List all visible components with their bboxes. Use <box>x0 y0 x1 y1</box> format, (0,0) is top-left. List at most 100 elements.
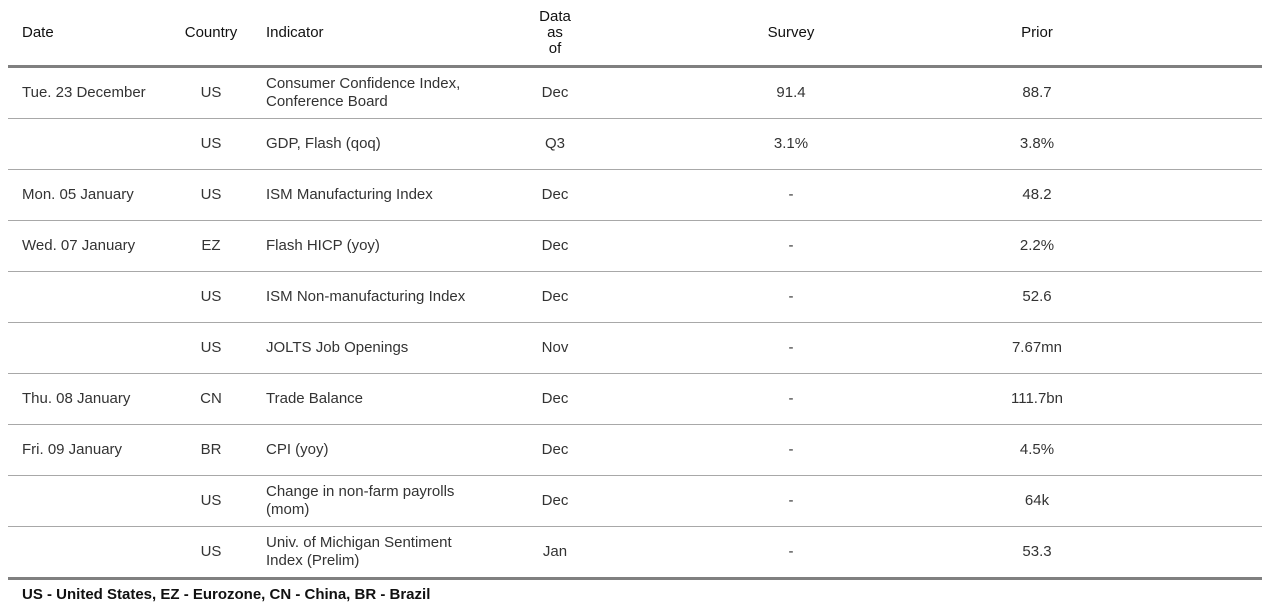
indicator-cell: Flash HICP (yoy) <box>252 220 490 272</box>
table-row: US Univ. of Michigan Sentiment Index (Prel… <box>8 526 1262 580</box>
survey-cell: - <box>620 424 962 476</box>
data-as-of-cell: Dec <box>490 66 620 119</box>
indicator-cell: ISM Manufacturing Index <box>252 169 490 221</box>
indicator-cell: ISM Non-manufacturing Index <box>252 271 490 323</box>
data-as-of-cell: Dec <box>490 373 620 425</box>
country-cell: US <box>170 475 252 527</box>
spacer-cell <box>1112 526 1262 580</box>
table-row: Wed. 07 January EZ Flash HICP (yoy) Dec -2.2… <box>8 220 1262 272</box>
country-cell: US <box>170 118 252 170</box>
table-row: US Change in non-farm payrolls (mom) Dec -64… <box>8 475 1262 527</box>
survey-cell: - <box>620 526 962 580</box>
header-line: of <box>548 39 562 57</box>
survey-cell: - <box>620 475 962 527</box>
data-as-of-cell: Dec <box>490 424 620 476</box>
data-as-of-cell: Dec <box>490 271 620 323</box>
header-prior: Prior <box>962 0 1112 68</box>
survey-cell: - <box>620 271 962 323</box>
table-row: US GDP, Flash (qoq) Q3 3.1% 3.8% <box>8 118 1262 170</box>
indicator-line: ISM Manufacturing Index <box>266 186 433 203</box>
country-legend: US - United States, EZ - Eurozone, CN - … <box>22 586 431 603</box>
spacer-cell <box>1112 118 1262 170</box>
spacer-cell <box>1112 169 1262 221</box>
date-cell: Thu. 08 January <box>8 373 170 425</box>
indicator-line: Flash HICP (yoy) <box>266 237 380 254</box>
indicator-cell: Consumer Confidence Index, Conference Boa… <box>252 66 490 119</box>
date-cell: Tue. 23 December <box>8 66 170 119</box>
indicator-line: GDP, Flash (qoq) <box>266 135 381 152</box>
spacer-cell <box>1112 424 1262 476</box>
indicator-cell: GDP, Flash (qoq) <box>252 118 490 170</box>
date-cell <box>8 475 170 527</box>
header-row: Date Country Indicator Data as of Survey… <box>8 0 1262 68</box>
indicator-line: Univ. of Michigan Sentiment <box>266 534 452 551</box>
survey-cell: 3.1% <box>620 118 962 170</box>
indicator-line: Consumer Confidence Index, <box>266 75 461 92</box>
date-cell <box>8 322 170 374</box>
header-survey: Survey <box>620 0 962 68</box>
date-cell <box>8 526 170 580</box>
prior-cell: 88.7 <box>962 66 1112 119</box>
indicator-line: JOLTS Job Openings <box>266 339 409 356</box>
header-indicator: Indicator <box>252 0 490 68</box>
table-row: US ISM Non-manufacturing Index Dec -52.6 <box>8 271 1262 323</box>
prior-cell: 53.3 <box>962 526 1112 580</box>
data-as-of-cell: Dec <box>490 169 620 221</box>
spacer-cell <box>1112 322 1262 374</box>
indicator-cell: Univ. of Michigan Sentiment Index (Prelim… <box>252 526 490 580</box>
date-cell: Wed. 07 January <box>8 220 170 272</box>
header-line: as <box>547 23 563 41</box>
prior-cell: 2.2% <box>962 220 1112 272</box>
indicator-cell: CPI (yoy) <box>252 424 490 476</box>
date-cell: Mon. 05 January <box>8 169 170 221</box>
survey-cell: - <box>620 322 962 374</box>
survey-cell: - <box>620 220 962 272</box>
data-as-of-cell: Nov <box>490 322 620 374</box>
country-cell: CN <box>170 373 252 425</box>
indicator-cell: Trade Balance <box>252 373 490 425</box>
table-row: US JOLTS Job Openings Nov -7.67mn <box>8 322 1262 374</box>
indicator-line: Change in non-farm payrolls <box>266 483 455 500</box>
indicator-line: Index (Prelim) <box>266 552 360 569</box>
table-row: Mon. 05 January US ISM Manufacturing Index… <box>8 169 1262 221</box>
indicator-cell: Change in non-farm payrolls (mom) <box>252 475 490 527</box>
header-date: Date <box>8 0 170 68</box>
prior-cell: 64k <box>962 475 1112 527</box>
spacer-cell <box>1112 220 1262 272</box>
header-line: Data <box>539 7 571 25</box>
country-cell: US <box>170 526 252 580</box>
indicator-line: (mom) <box>266 501 310 518</box>
spacer-cell <box>1112 475 1262 527</box>
indicator-cell: JOLTS Job Openings <box>252 322 490 374</box>
data-as-of-cell: Dec <box>490 475 620 527</box>
prior-cell: 7.67mn <box>962 322 1112 374</box>
table-row: Fri. 09 January BR CPI (yoy) Dec -4.5% <box>8 424 1262 476</box>
economic-calendar-table: Date Country Indicator Data as of Survey… <box>8 0 1262 580</box>
header-data-as-of: Data as of <box>490 0 620 68</box>
indicator-line: Trade Balance <box>266 390 364 407</box>
header-spacer <box>1112 0 1262 68</box>
spacer-cell <box>1112 271 1262 323</box>
table-row: Tue. 23 December US Consumer Confidence In… <box>8 66 1262 119</box>
header-country: Country <box>170 0 252 68</box>
survey-cell: - <box>620 373 962 425</box>
prior-cell: 52.6 <box>962 271 1112 323</box>
country-cell: US <box>170 271 252 323</box>
country-cell: US <box>170 169 252 221</box>
country-cell: EZ <box>170 220 252 272</box>
data-as-of-cell: Jan <box>490 526 620 580</box>
spacer-cell <box>1112 66 1262 119</box>
country-cell: US <box>170 66 252 119</box>
indicator-line: Conference Board <box>266 93 388 110</box>
prior-cell: 3.8% <box>962 118 1112 170</box>
spacer-cell <box>1112 373 1262 425</box>
prior-cell: 48.2 <box>962 169 1112 221</box>
date-cell <box>8 271 170 323</box>
prior-cell: 111.7bn <box>962 373 1112 425</box>
prior-cell: 4.5% <box>962 424 1112 476</box>
date-cell <box>8 118 170 170</box>
country-cell: US <box>170 322 252 374</box>
country-cell: BR <box>170 424 252 476</box>
date-cell: Fri. 09 January <box>8 424 170 476</box>
survey-cell: 91.4 <box>620 66 962 119</box>
